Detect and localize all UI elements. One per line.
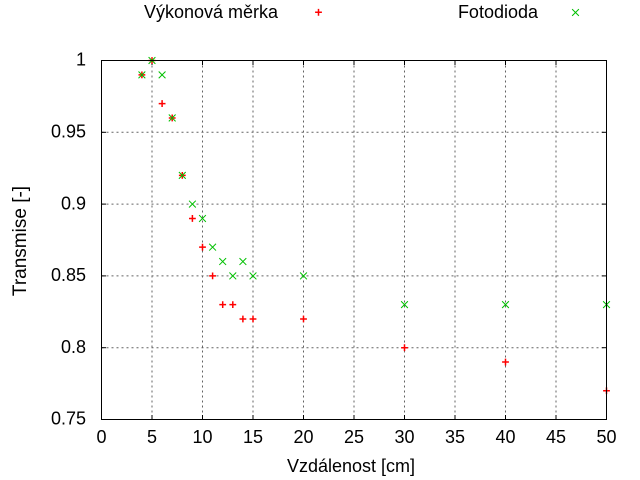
svg-text:1: 1 [76, 50, 86, 70]
svg-text:10: 10 [192, 427, 212, 447]
svg-text:30: 30 [394, 427, 414, 447]
svg-text:20: 20 [293, 427, 313, 447]
svg-text:0.85: 0.85 [51, 265, 86, 285]
svg-text:0.95: 0.95 [51, 122, 86, 142]
svg-text:40: 40 [495, 427, 515, 447]
svg-text:5: 5 [147, 427, 157, 447]
svg-text:45: 45 [546, 427, 566, 447]
svg-text:Vzdálenost [cm]: Vzdálenost [cm] [287, 456, 415, 476]
svg-text:35: 35 [445, 427, 465, 447]
svg-text:50: 50 [596, 427, 616, 447]
svg-text:0: 0 [96, 427, 106, 447]
svg-text:Transmise [-]: Transmise [-] [10, 186, 31, 296]
svg-text:0.75: 0.75 [51, 409, 86, 429]
svg-text:Fotodioda: Fotodioda [458, 2, 539, 22]
svg-text:0.8: 0.8 [61, 337, 86, 357]
svg-text:Výkonová měrka: Výkonová měrka [144, 2, 279, 22]
svg-text:0.9: 0.9 [61, 193, 86, 213]
svg-text:25: 25 [344, 427, 364, 447]
svg-text:15: 15 [243, 427, 263, 447]
